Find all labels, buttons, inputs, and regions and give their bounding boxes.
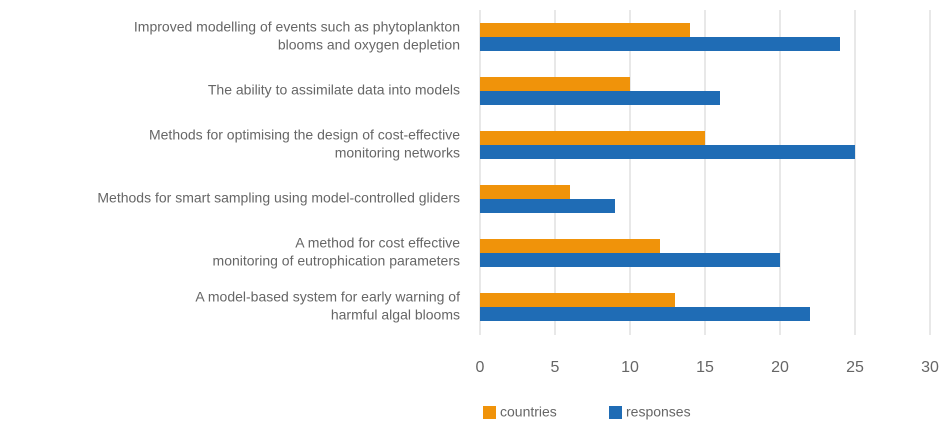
y-tick-label: A method for cost effective	[295, 235, 460, 251]
y-tick-label: harmful algal blooms	[331, 307, 460, 323]
bar	[480, 91, 720, 105]
bar	[480, 37, 840, 51]
legend-swatch	[483, 406, 496, 419]
legend-label: countries	[500, 404, 557, 420]
bar	[480, 293, 675, 307]
y-tick-label: The ability to assimilate data into mode…	[208, 82, 460, 98]
bar	[480, 199, 615, 213]
y-tick-label: A model-based system for early warning o…	[195, 289, 460, 305]
bar	[480, 185, 570, 199]
x-tick-label: 0	[476, 359, 485, 376]
x-tick-label: 15	[696, 359, 714, 376]
bar	[480, 307, 810, 321]
legend-label: responses	[626, 404, 691, 420]
y-tick-label: Methods for smart sampling using model-c…	[97, 190, 460, 206]
bar	[480, 145, 855, 159]
legend-swatch	[609, 406, 622, 419]
bar	[480, 253, 780, 267]
x-tick-label: 20	[771, 359, 789, 376]
x-tick-label: 10	[621, 359, 639, 376]
y-tick-label: monitoring of eutrophication parameters	[213, 253, 460, 269]
y-tick-label: monitoring networks	[335, 145, 460, 161]
bar	[480, 239, 660, 253]
bar	[480, 23, 690, 37]
x-tick-label: 25	[846, 359, 864, 376]
y-tick-label: Methods for optimising the design of cos…	[149, 127, 460, 143]
y-tick-label: Improved modelling of events such as phy…	[134, 19, 460, 35]
bar	[480, 77, 630, 91]
x-tick-label: 5	[551, 359, 560, 376]
bar	[480, 131, 705, 145]
x-tick-label: 30	[921, 359, 939, 376]
y-tick-label: blooms and oxygen depletion	[278, 37, 460, 53]
